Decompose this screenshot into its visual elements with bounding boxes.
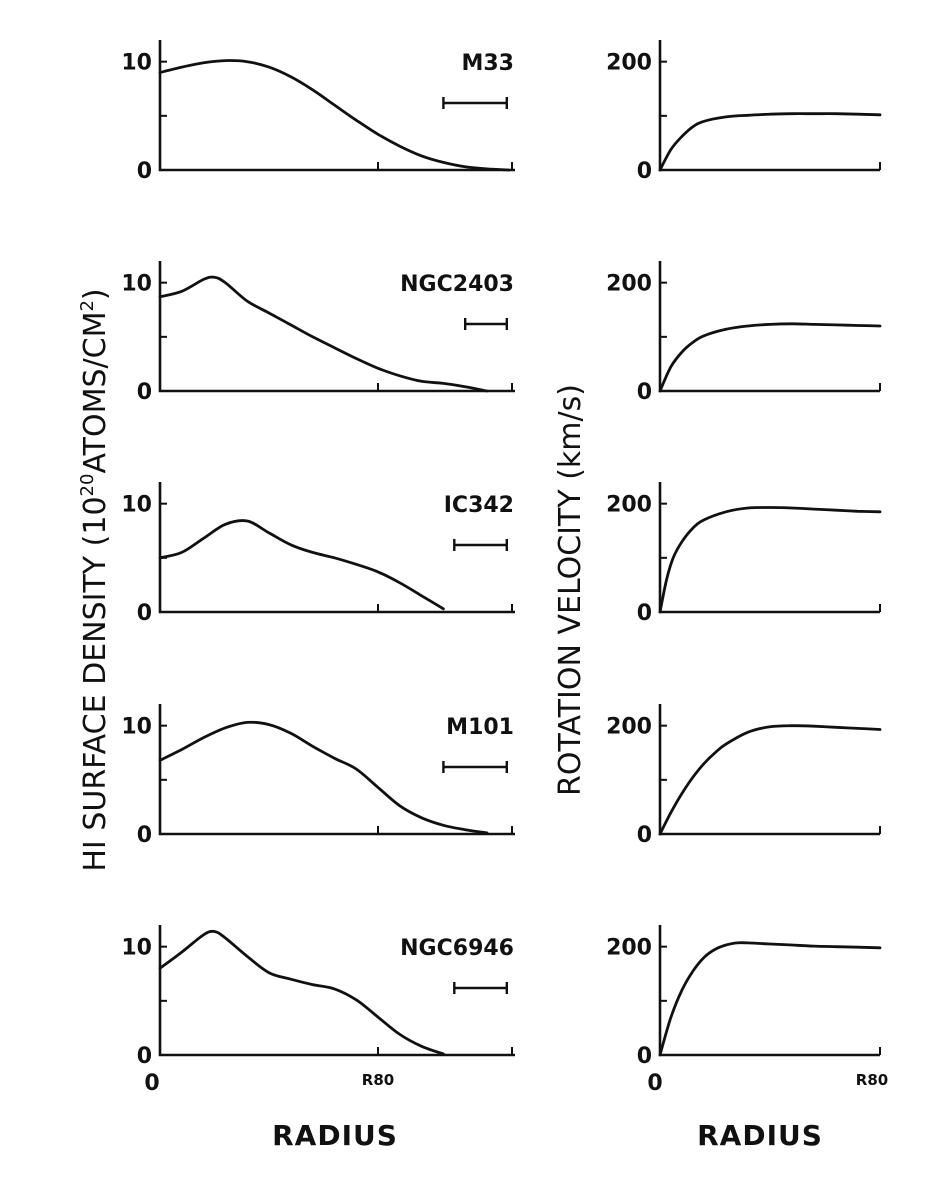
y-tick-label-m33-rotation: 0 bbox=[637, 159, 652, 184]
y-tick-label-ic342-density: 0 bbox=[137, 601, 152, 626]
left-y-axis-label: HI SURFACE DENSITY (1020ATOMS/CM2) bbox=[77, 288, 113, 871]
panel-m101-rotation: 0 200 bbox=[606, 704, 882, 848]
panel-m33-density: 0 10 M33 bbox=[121, 40, 515, 184]
y-tick-label-ic342-rotation: 200 bbox=[606, 493, 652, 518]
y-tick-label-ngc6946-rotation: 0 bbox=[637, 1044, 652, 1069]
left-y-axis-label-main: HI SURFACE DENSITY (10 bbox=[78, 496, 113, 871]
galaxy-name-ngc2403: NGC2403 bbox=[400, 272, 514, 297]
left-y-axis-label-sup: 20 bbox=[77, 474, 98, 497]
y-tick-label-m101-density: 10 bbox=[121, 715, 152, 740]
y-tick-label-ngc2403-rotation: 200 bbox=[606, 272, 652, 297]
curve-m33-rotation bbox=[658, 112, 882, 172]
y-tick-label-m101-density: 0 bbox=[137, 823, 152, 848]
curve-m101-rotation bbox=[658, 724, 882, 836]
curve-ic342-rotation bbox=[658, 506, 882, 614]
axis-ic342-rotation bbox=[658, 482, 880, 614]
left-x-axis-label: RADIUS bbox=[272, 1119, 398, 1152]
left-y-axis-label-end: ) bbox=[78, 288, 113, 300]
galaxy-name-m33: M33 bbox=[461, 51, 514, 76]
panel-ngc2403-rotation: 0 200 bbox=[606, 261, 882, 405]
y-tick-label-ngc2403-density: 0 bbox=[137, 380, 152, 405]
panel-ic342-density: 0 10 IC342 bbox=[121, 482, 515, 626]
y-tick-label-ic342-density: 10 bbox=[121, 493, 152, 518]
y-tick-label-m101-rotation: 200 bbox=[606, 715, 652, 740]
galaxy-name-ngc6946: NGC6946 bbox=[400, 936, 514, 961]
left-x-r80-label: R80 bbox=[362, 1071, 394, 1089]
left-x-origin-label: 0 bbox=[144, 1071, 159, 1096]
panel-m101-density: 0 10 M101 bbox=[121, 704, 515, 848]
left-y-axis-label-mid: ATOMS/CM bbox=[78, 312, 113, 474]
galaxy-name-m101: M101 bbox=[446, 715, 514, 740]
y-tick-label-m33-rotation: 200 bbox=[606, 51, 652, 76]
panel-ic342-rotation: 0 200 bbox=[606, 482, 882, 626]
curve-ic342-density bbox=[158, 519, 445, 611]
y-tick-label-ngc2403-rotation: 0 bbox=[637, 380, 652, 405]
right-x-r80-label: R80 bbox=[856, 1071, 888, 1089]
curve-ngc6946-density bbox=[158, 929, 445, 1056]
y-tick-label-m33-density: 0 bbox=[137, 159, 152, 184]
curve-ngc2403-rotation bbox=[658, 322, 882, 393]
axis-m101-rotation bbox=[658, 704, 880, 836]
right-y-axis-label: ROTATION VELOCITY (km/s) bbox=[553, 384, 588, 796]
right-x-origin-label: 0 bbox=[647, 1071, 662, 1096]
panel-ngc6946-density: 0 10 NGC6946 bbox=[121, 925, 515, 1069]
y-tick-label-ngc6946-density: 10 bbox=[121, 936, 152, 961]
y-tick-label-ngc6946-density: 0 bbox=[137, 1044, 152, 1069]
y-tick-label-ngc2403-density: 10 bbox=[121, 272, 152, 297]
y-tick-label-ic342-rotation: 0 bbox=[637, 601, 652, 626]
axis-m33-rotation bbox=[658, 40, 880, 172]
y-tick-label-ngc6946-rotation: 200 bbox=[606, 936, 652, 961]
panel-m33-rotation: 0 200 bbox=[606, 40, 882, 184]
y-tick-label-m101-rotation: 0 bbox=[637, 823, 652, 848]
galaxy-name-ic342: IC342 bbox=[444, 493, 514, 518]
curve-m101-density bbox=[158, 720, 489, 835]
curve-ngc2403-density bbox=[158, 275, 489, 393]
left-y-axis-label-sup2: 2 bbox=[77, 300, 98, 311]
right-x-axis-label: RADIUS bbox=[697, 1119, 823, 1152]
panel-ngc2403-density: 0 10 NGC2403 bbox=[121, 261, 515, 405]
curve-m33-density bbox=[158, 59, 511, 172]
panel-ngc6946-rotation: 0 200 bbox=[606, 925, 882, 1069]
panels: 0 10 M33 0 200 0 10 NGC2403 0 200 0 10 IC342 0 200 0 10 M… bbox=[121, 40, 882, 1069]
curve-ngc6946-rotation bbox=[658, 941, 882, 1057]
y-tick-label-m33-density: 10 bbox=[121, 51, 152, 76]
